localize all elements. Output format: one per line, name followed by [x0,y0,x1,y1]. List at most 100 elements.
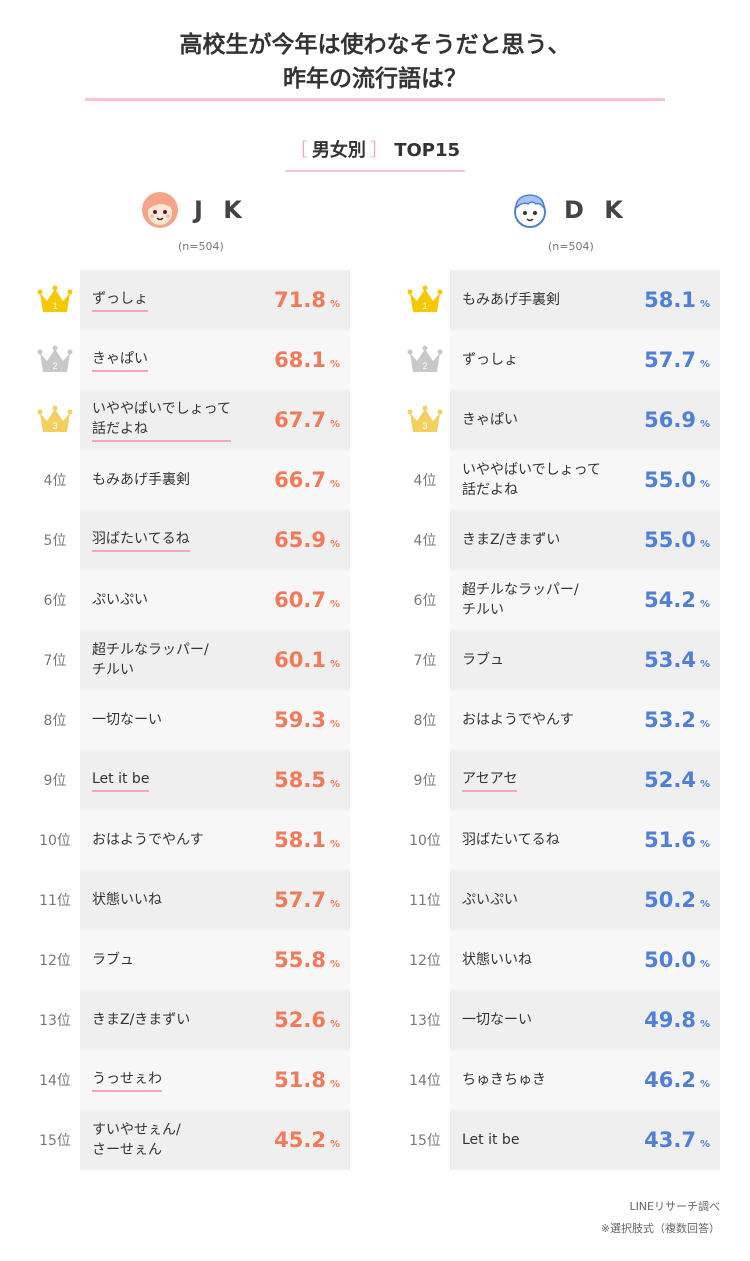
percentage-unit: % [699,478,710,490]
ranking-cell: うっせぇわ 51.8% [80,1050,350,1110]
ranking-row: 15位 すいやせぇん/さーせぇん 45.2% [30,1110,350,1170]
percentage-value: 57.7 [274,888,326,912]
percentage: 46.2% [644,1050,710,1110]
term-text: きゃぱい [462,412,518,428]
percentage: 50.2% [644,870,710,930]
percentage-value: 58.5 [274,768,326,792]
crown-rank-3-icon: 3 [407,405,443,432]
term-text: うっせぇわ [92,1069,162,1092]
percentage-unit: % [329,718,340,730]
percentage-value: 60.1 [274,648,326,672]
ranking-cell: ぷいぷい 50.2% [450,870,720,930]
percentage: 54.2% [644,570,710,630]
term-text: Let it be [92,769,150,792]
ranking-cell: ちゅきちゅき 46.2% [450,1050,720,1110]
percentage: 66.7% [274,450,340,510]
percentage-value: 67.7 [274,408,326,432]
ranking-cell: 超チルなラッパー/チルい 54.2% [450,570,720,630]
ranking-cell: もみあげ手裏剣 66.7% [80,450,350,510]
percentage: 51.6% [644,810,710,870]
term-text: 一切なーい [462,1012,532,1028]
percentage-unit: % [329,598,340,610]
footer-note: LINEリサーチ調べ ※選択肢式（複数回答） [601,1196,720,1240]
girl-face-icon [142,192,178,228]
term-text: おはようでやんす [92,832,204,848]
percentage-unit: % [329,1018,340,1030]
ranking-row: 3 きゃぱい 56.9% [400,390,720,450]
term-text: アセアセ [462,769,518,792]
ranking-row: 2 ずっしょ 57.7% [400,330,720,390]
percentage-value: 53.2 [644,708,696,732]
term-line-2: チルい [462,602,504,618]
percentage-value: 43.7 [644,1128,696,1152]
crown-number: 1 [52,301,57,311]
bracket-close: ］ [369,140,388,161]
percentage: 51.8% [274,1050,340,1110]
ranking-cell: 一切なーい 59.3% [80,690,350,750]
crown-rank-2-icon: 2 [407,345,443,372]
term-line-1: 超チルなラッパー/ [92,642,209,658]
percentage: 60.1% [274,630,340,690]
percentage-value: 55.0 [644,528,696,552]
ranking-cell: ラブュ 55.8% [80,930,350,990]
term-label: きゃぱい [462,390,622,450]
ranking-row: 7位 超チルなラッパー/チルい 60.1% [30,630,350,690]
jk-ranking-list: 1 ずっしょ 71.8% 2 きゃぱい 68.1% 3 いややばいでしょって 話だよね 67.7%… [30,270,350,1170]
rank-label: 5位 [43,533,67,549]
term-line-2: 話だよね [462,482,518,498]
percentage: 59.3% [274,690,340,750]
percentage-unit: % [699,898,710,910]
percentage-value: 56.9 [644,408,696,432]
percentage: 67.7% [274,390,340,450]
term-label: きまZ/きまずい [462,510,622,570]
percentage-unit: % [329,838,340,850]
rank-label: 14位 [39,1073,71,1089]
top-label: TOP15 [394,140,461,161]
ranking-row: 14位 うっせぇわ 51.8% [30,1050,350,1110]
crown-number: 2 [52,361,57,371]
term-text: 超チルなラッパー/チルい [462,580,579,620]
percentage-value: 66.7 [274,468,326,492]
crown-rank-1-icon: 1 [37,285,73,312]
rank-label: 8位 [413,713,437,729]
percentage-unit: % [329,358,340,370]
ranking-row: 7位 ラブュ 53.4% [400,630,720,690]
percentage: 55.0% [644,510,710,570]
term-text: すいやせぇん/さーせぇん [92,1120,181,1160]
method-note: ※選択肢式（複数回答） [600,1222,720,1235]
percentage: 58.1% [274,810,340,870]
percentage-unit: % [329,778,340,790]
ranking-row: 1 もみあげ手裏剣 58.1% [400,270,720,330]
term-line-1: いややばいでしょって [92,400,231,417]
ranking-row: 4位 きまZ/きまずい 55.0% [400,510,720,570]
percentage: 58.5% [274,750,340,810]
ranking-row: 5位 羽ばたいてるね 65.9% [30,510,350,570]
rank-label: 4位 [413,473,437,489]
crown-number: 1 [422,301,427,311]
ranking-cell: Let it be 43.7% [450,1110,720,1170]
term-label: ラブュ [462,630,622,690]
ranking-cell: おはようでやんす 53.2% [450,690,720,750]
ranking-cell: おはようでやんす 58.1% [80,810,350,870]
ranking-cell: 一切なーい 49.8% [450,990,720,1050]
percentage: 65.9% [274,510,340,570]
ranking-cell: すいやせぇん/さーせぇん 45.2% [80,1110,350,1170]
percentage-unit: % [699,598,710,610]
rank-label: 6位 [43,593,67,609]
ranking-row: 6位 ぷいぷい 60.7% [30,570,350,630]
rank-label: 1 [30,270,80,330]
rank-label: 14位 [409,1073,441,1089]
ranking-cell: 超チルなラッパー/チルい 60.1% [80,630,350,690]
term-text: 超チルなラッパー/チルい [92,640,209,680]
percentage-value: 55.8 [274,948,326,972]
percentage-unit: % [699,1138,710,1150]
term-label: ぷいぷい [462,870,622,930]
term-label: いややばいでしょって 話だよね [92,390,252,450]
rank-label: 15位 [409,1133,441,1149]
ranking-cell: ラブュ 53.4% [450,630,720,690]
percentage-value: 59.3 [274,708,326,732]
percentage-value: 58.1 [274,828,326,852]
ranking-row: 6位 超チルなラッパー/チルい 54.2% [400,570,720,630]
ranking-cell: きまZ/きまずい 55.0% [450,510,720,570]
gender-label: 男女別 [311,140,366,161]
